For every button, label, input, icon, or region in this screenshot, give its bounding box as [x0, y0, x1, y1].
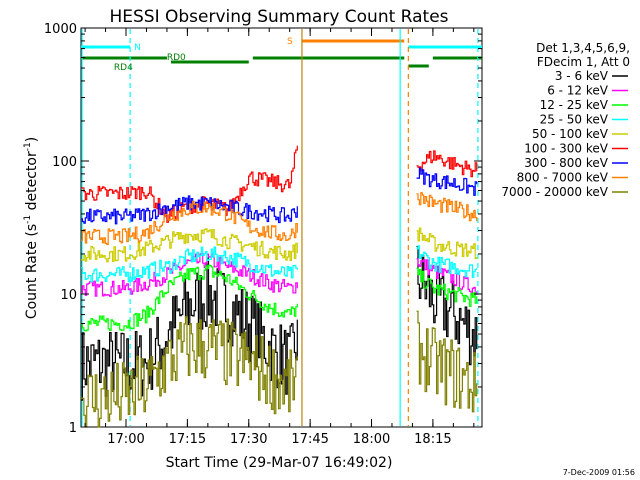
series-line [81, 192, 478, 246]
x-axis-label: Start Time (29-Mar-07 16:49:02) [166, 455, 393, 471]
series-line [81, 145, 478, 223]
x-tick-label: 18:00 [353, 432, 390, 447]
series-line [81, 167, 478, 225]
legend-label: 800 - 7000 keV [517, 171, 609, 185]
legend-label: 6 - 12 keV [547, 84, 609, 98]
legend-label: 50 - 100 keV [532, 127, 609, 141]
x-tick-label: 18:15 [414, 432, 451, 447]
series-line [81, 245, 478, 283]
decimation-flag-label: RD0 [167, 53, 186, 63]
legend-header: Det 1,3,4,5,6,9, [536, 41, 630, 55]
night-flag-label: N [134, 43, 141, 53]
y-axis-label-mid: detector [24, 151, 40, 215]
x-tick-label: 17:30 [230, 432, 267, 447]
y-axis-label: Count Rate (s-1 detector-1) [23, 137, 40, 319]
y-tick-label: 100 [52, 155, 77, 170]
y-axis-label-main: Count Rate (s [24, 224, 40, 319]
y-tick-label: 1 [69, 421, 77, 436]
legend-label: 3 - 6 keV [555, 69, 609, 83]
series-line [81, 246, 478, 401]
x-tick-label: 17:15 [169, 432, 206, 447]
series-line [81, 264, 478, 332]
x-tick-label: 17:00 [107, 432, 144, 447]
series-line [81, 252, 478, 297]
series-line [81, 227, 478, 263]
legend-label: 7000 - 20000 keV [501, 185, 608, 199]
legend-header: FDecim 1, Att 0 [537, 55, 630, 69]
legend-label: 25 - 50 keV [540, 113, 609, 127]
y-tick-label: 1000 [44, 22, 77, 37]
series-line [81, 310, 478, 428]
saa-flag-label: S [287, 37, 293, 47]
plot-frame [80, 27, 483, 428]
legend-label: 300 - 800 keV [524, 156, 608, 170]
y-axis-label-sup1: -1 [23, 215, 33, 224]
decimation-flag-label: RD4 [114, 63, 133, 73]
y-axis-label-end: ) [24, 137, 40, 142]
legend-label: 12 - 25 keV [540, 98, 609, 112]
legend-label: 100 - 300 keV [524, 142, 608, 156]
y-tick-label: 10 [60, 288, 77, 303]
y-axis-label-sup2: -1 [23, 142, 33, 151]
x-tick-label: 17:45 [291, 432, 328, 447]
chart-title: HESSI Observing Summary Count Rates [109, 7, 448, 27]
timestamp: 7-Dec-2009 01:56 [563, 468, 635, 477]
